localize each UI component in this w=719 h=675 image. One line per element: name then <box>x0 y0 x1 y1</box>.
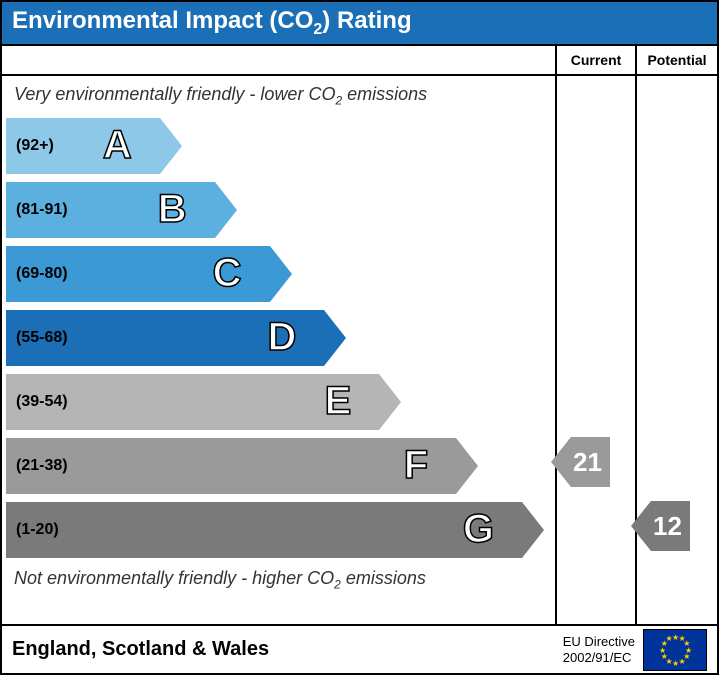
band-range: (21-38) <box>16 457 68 475</box>
band-letter: E <box>325 379 352 424</box>
bands-column: Very environmentally friendly - lower CO… <box>2 76 557 624</box>
band-row: (1-20) G <box>6 498 555 562</box>
column-header-current: Current <box>557 46 637 74</box>
epc-chart: Environmental Impact (CO2) Rating Curren… <box>0 0 719 675</box>
title-text: Environmental Impact (CO2) Rating <box>12 7 412 39</box>
band-letter: G <box>463 507 494 552</box>
pointer-value: 21 <box>571 437 610 487</box>
potential-rating-pointer: 12 <box>631 501 690 551</box>
column-header-spacer <box>2 46 557 74</box>
footer-region: England, Scotland & Wales <box>12 638 269 661</box>
column-header-potential: Potential <box>637 46 717 74</box>
band-letter: C <box>213 251 242 296</box>
band-bar-d: (55-68) D <box>6 310 324 366</box>
current-column: 21 <box>557 76 637 624</box>
band-bar-a: (92+) A <box>6 118 160 174</box>
band-range: (69-80) <box>16 265 68 283</box>
bands-list: (92+) A (81-91) B (69-80) C (55-68) D (39-54) E (2… <box>6 112 555 564</box>
band-arrow-icon <box>270 246 292 302</box>
band-range: (81-91) <box>16 201 68 219</box>
band-letter: F <box>404 443 428 488</box>
column-headers: Current Potential <box>2 44 717 76</box>
band-row: (81-91) B <box>6 178 555 242</box>
footer-right: EU Directive 2002/91/EC ★★★★★★★★★★★★ <box>563 629 707 671</box>
band-bar-g: (1-20) G <box>6 502 522 558</box>
band-arrow-icon <box>324 310 346 366</box>
band-range: (92+) <box>16 137 54 155</box>
chart-footer: England, Scotland & Wales EU Directive 2… <box>2 626 717 673</box>
band-arrow-icon <box>215 182 237 238</box>
band-row: (55-68) D <box>6 306 555 370</box>
eu-flag-icon: ★★★★★★★★★★★★ <box>643 629 707 671</box>
caption-top: Very environmentally friendly - lower CO… <box>6 80 555 112</box>
current-rating-pointer: 21 <box>551 437 610 487</box>
band-letter: A <box>103 123 132 168</box>
band-arrow-icon <box>160 118 182 174</box>
footer-directive: EU Directive 2002/91/EC <box>563 634 635 665</box>
band-bar-e: (39-54) E <box>6 374 379 430</box>
band-arrow-icon <box>379 374 401 430</box>
band-letter: B <box>158 187 187 232</box>
band-arrow-icon <box>522 502 544 558</box>
band-row: (39-54) E <box>6 370 555 434</box>
pointer-arrow-icon <box>631 501 651 551</box>
eu-star-icon: ★ <box>679 657 686 666</box>
caption-bottom: Not environmentally friendly - higher CO… <box>6 564 555 596</box>
band-range: (39-54) <box>16 393 68 411</box>
band-range: (1-20) <box>16 521 59 539</box>
band-letter: D <box>268 315 297 360</box>
pointer-value: 12 <box>651 501 690 551</box>
band-row: (92+) A <box>6 114 555 178</box>
potential-column: 12 <box>637 76 717 624</box>
eu-star-icon: ★ <box>672 659 679 668</box>
band-range: (55-68) <box>16 329 68 347</box>
band-row: (21-38) F <box>6 434 555 498</box>
band-row: (69-80) C <box>6 242 555 306</box>
pointer-arrow-icon <box>551 437 571 487</box>
eu-star-icon: ★ <box>666 634 673 643</box>
chart-body: Very environmentally friendly - lower CO… <box>2 76 717 626</box>
band-bar-f: (21-38) F <box>6 438 456 494</box>
chart-title: Environmental Impact (CO2) Rating <box>2 2 717 44</box>
band-arrow-icon <box>456 438 478 494</box>
band-bar-b: (81-91) B <box>6 182 215 238</box>
band-bar-c: (69-80) C <box>6 246 270 302</box>
